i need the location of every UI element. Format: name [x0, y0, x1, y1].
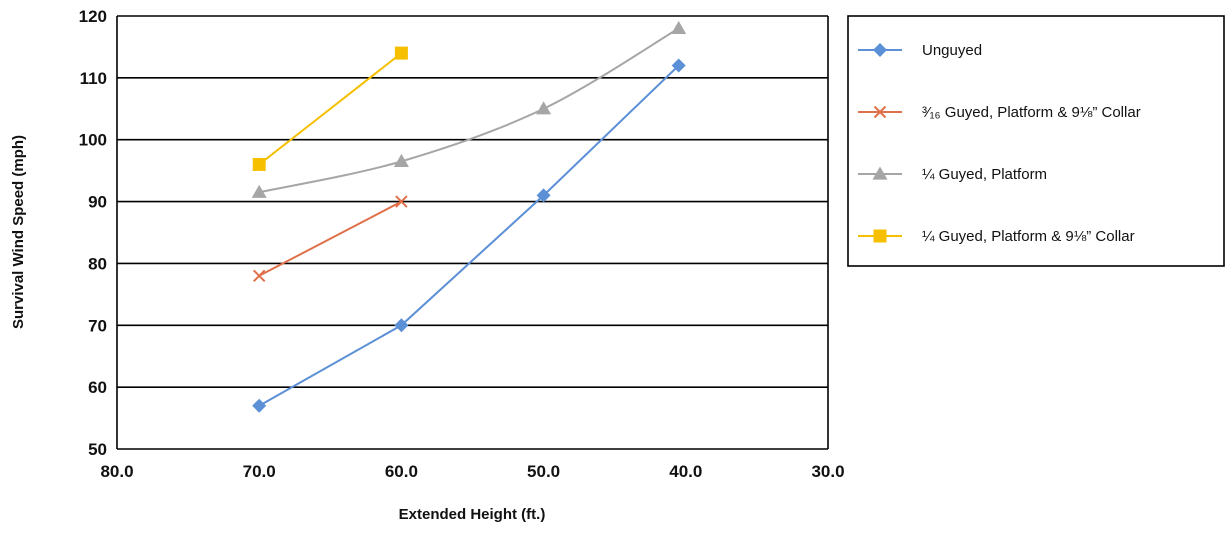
data-point [536, 101, 552, 115]
series-0 [252, 58, 686, 413]
y-tick-label: 120 [79, 7, 107, 26]
x-tick-label: 30.0 [811, 462, 844, 481]
y-tick-label: 50 [88, 440, 107, 459]
series-3 [252, 46, 408, 171]
data-point [671, 58, 686, 73]
x-axis-title: Extended Height (ft.) [399, 506, 546, 523]
series-line [258, 27, 680, 194]
legend-marker [873, 105, 887, 119]
legend-label: ¼ Guyed, Platform [922, 166, 1047, 183]
data-point [252, 269, 266, 283]
legend-marker [873, 229, 887, 243]
series-layer [251, 20, 687, 413]
legend-marker [873, 43, 887, 57]
legend-box [847, 15, 1225, 267]
y-tick-label: 70 [88, 316, 107, 335]
legend-label: Unguyed [922, 42, 982, 59]
legend-entry: ¼ Guyed, Platform & 9⅛” Collar [858, 228, 1135, 245]
data-point [536, 188, 551, 203]
x-tick-label: 80.0 [100, 462, 133, 481]
y-tick-label: 90 [88, 193, 107, 212]
legend-entry: Unguyed [858, 42, 982, 59]
data-point [252, 157, 266, 171]
series-2 [251, 20, 687, 198]
y-tick-label: 100 [79, 131, 107, 150]
legend-entry: ¼ Guyed, Platform [858, 166, 1047, 183]
y-axis-title: Survival Wind Speed (mph) [10, 135, 27, 329]
data-point [671, 20, 687, 34]
legend-label: ³⁄₁₆ Guyed, Platform & 9⅛” Collar [922, 104, 1141, 121]
legend-marker [872, 166, 888, 180]
data-point [251, 184, 267, 198]
series-line [258, 52, 403, 166]
data-point [394, 318, 409, 333]
axes: 50 60 70 80 90 100 110 120 80.0 70.0 60.0 50.0 40.0 3… [79, 7, 845, 481]
legend-entry: ³⁄₁₆ Guyed, Platform & 9⅛” Collar [858, 104, 1141, 121]
data-point [252, 398, 267, 413]
legend-label: ¼ Guyed, Platform & 9⅛” Collar [922, 228, 1135, 245]
x-tick-label: 40.0 [669, 462, 702, 481]
series-line [258, 64, 680, 407]
data-point [394, 46, 408, 60]
series-1 [252, 195, 408, 283]
y-tick-label: 80 [88, 254, 107, 273]
x-tick-label: 60.0 [385, 462, 418, 481]
legend: Unguyed ³⁄₁₆ Guyed, Platform & 9⅛” Collar… [847, 15, 1225, 267]
series-line [258, 200, 402, 277]
data-point [395, 195, 408, 208]
data-point [393, 153, 409, 167]
x-tick-label: 70.0 [243, 462, 276, 481]
y-tick-label: 110 [80, 69, 107, 88]
y-tick-label: 60 [88, 378, 107, 397]
x-tick-label: 50.0 [527, 462, 560, 481]
gridlines [117, 15, 828, 450]
